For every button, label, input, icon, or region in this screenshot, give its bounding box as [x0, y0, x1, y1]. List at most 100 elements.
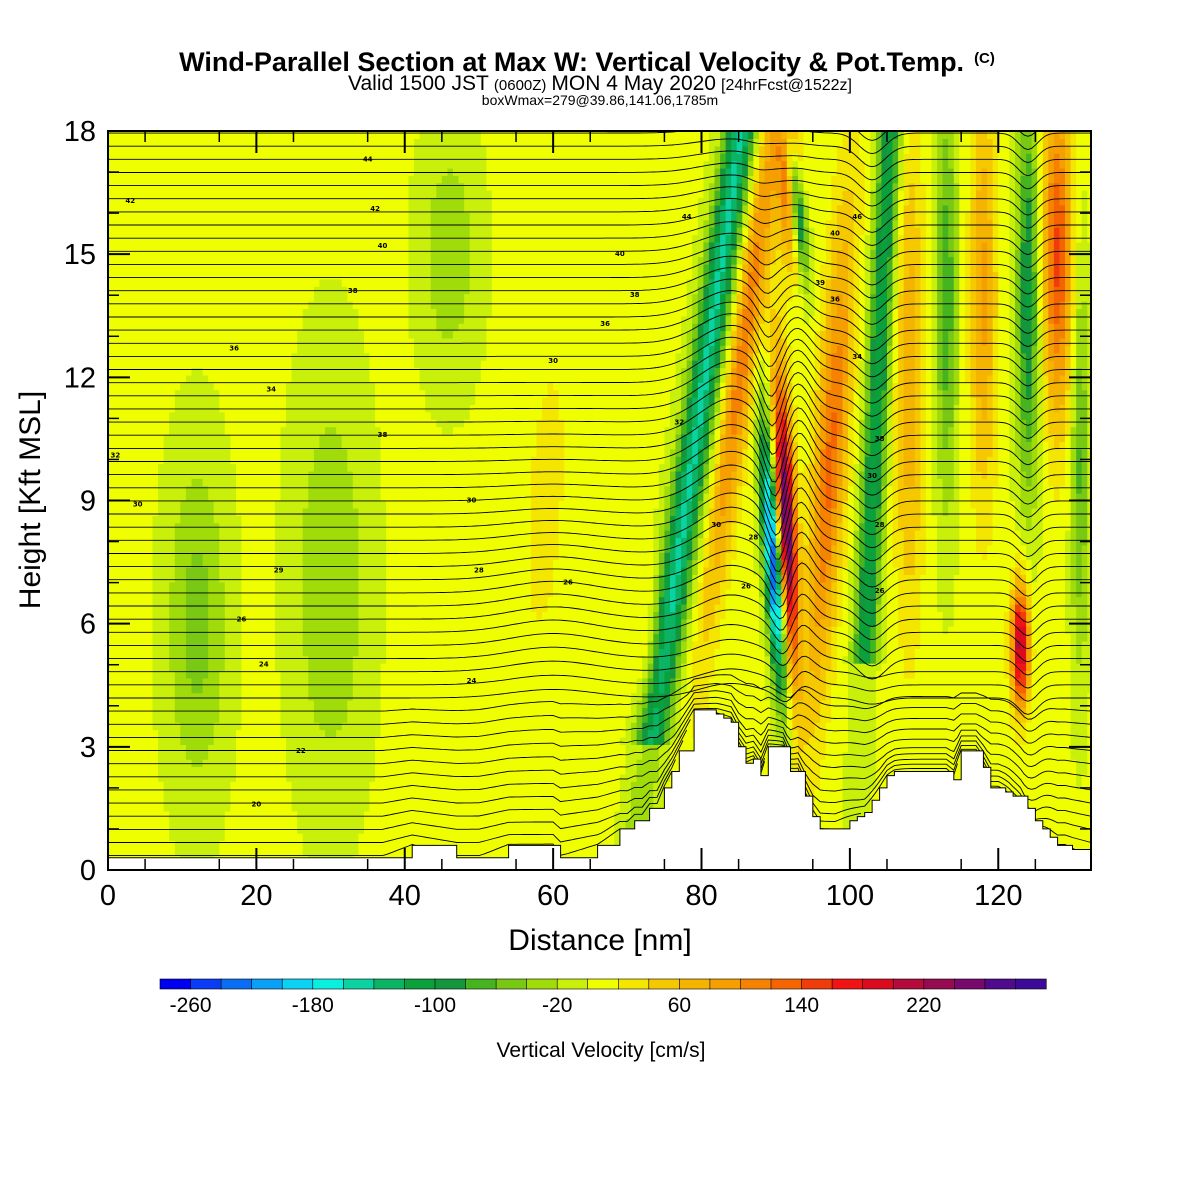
field-cell [274, 190, 282, 199]
field-cell [297, 249, 304, 258]
field-cell [169, 278, 176, 287]
field-cell [325, 197, 332, 206]
field-cell [252, 345, 259, 354]
field-cell [208, 737, 215, 745]
field-cell [325, 434, 332, 442]
field-cell [325, 737, 332, 745]
field-cell [291, 537, 298, 546]
field-cell [152, 810, 159, 819]
field-cell [108, 212, 115, 221]
field-cell [286, 515, 293, 524]
field-cell [152, 581, 159, 590]
field-cell [208, 426, 215, 435]
field-cell [163, 500, 170, 509]
field-cell [124, 833, 131, 841]
field-cell [135, 507, 142, 516]
field-cell [269, 596, 276, 605]
field-cell [313, 847, 321, 856]
field-cell [108, 722, 115, 731]
field-cell [375, 544, 382, 553]
field-cell [286, 227, 293, 236]
field-cell [258, 249, 265, 258]
field-cell [213, 197, 220, 206]
field-cell [308, 522, 315, 531]
field-cell [169, 315, 176, 324]
field-cell [113, 411, 120, 420]
field-cell [252, 759, 259, 768]
field-cell [108, 271, 115, 280]
field-cell [208, 374, 215, 383]
field-cell [230, 434, 237, 442]
field-cell [124, 278, 131, 287]
field-cell [286, 559, 293, 568]
field-cell [241, 604, 248, 612]
field-cell [146, 227, 154, 236]
field-cell [213, 648, 220, 657]
field-cell [297, 197, 304, 206]
field-cell [302, 448, 309, 457]
field-cell [197, 278, 204, 287]
field-cell [141, 411, 148, 420]
field-cell [185, 441, 193, 450]
field-cell [141, 655, 148, 664]
field-cell [169, 611, 176, 620]
field-cell [258, 190, 265, 199]
field-cell [219, 840, 226, 849]
field-cell [135, 212, 142, 221]
field-cell [124, 611, 131, 620]
field-cell [141, 648, 148, 657]
field-cell [347, 722, 354, 731]
field-cell [297, 493, 304, 502]
field-cell [224, 212, 231, 221]
field-cell [185, 182, 193, 191]
field-cell [364, 833, 371, 841]
field-cell [202, 434, 209, 442]
field-cell [341, 426, 348, 435]
field-cell [319, 382, 326, 391]
field-cell [263, 552, 270, 561]
field-cell [358, 463, 365, 472]
field-cell [252, 766, 259, 775]
field-cell [358, 419, 365, 428]
field-cell [369, 567, 376, 575]
field-cell [297, 485, 304, 494]
field-cell [308, 308, 315, 317]
field-cell [191, 397, 198, 405]
field-cell [146, 803, 154, 812]
field-cell [135, 633, 142, 642]
field-cell [302, 301, 309, 309]
field-cell [124, 212, 131, 221]
field-cell [230, 810, 237, 819]
field-cell [352, 796, 359, 805]
field-cell [219, 160, 226, 169]
field-cell [146, 833, 154, 841]
field-cell [297, 212, 304, 221]
field-cell [152, 374, 159, 383]
field-cell [291, 810, 298, 819]
field-cell [197, 840, 204, 849]
field-cell [230, 308, 237, 317]
field-cell [197, 308, 204, 317]
field-cell [280, 611, 287, 620]
field-cell [319, 478, 326, 487]
field-cell [352, 190, 359, 199]
field-cell [180, 419, 187, 428]
field-cell [169, 190, 176, 199]
field-cell [124, 604, 131, 612]
field-cell [375, 530, 382, 539]
field-cell [330, 160, 337, 169]
field-cell [336, 278, 343, 287]
field-cell [258, 611, 265, 620]
field-cell [325, 131, 332, 139]
field-cell [297, 633, 304, 642]
field-cell [347, 810, 354, 819]
field-cell [247, 655, 254, 664]
field-cell [169, 530, 176, 539]
field-cell [347, 138, 354, 147]
field-cell [325, 810, 332, 819]
field-cell [302, 663, 309, 672]
field-cell [152, 227, 159, 236]
field-cell [319, 308, 326, 317]
field-cell [130, 567, 137, 575]
field-cell [185, 847, 193, 856]
